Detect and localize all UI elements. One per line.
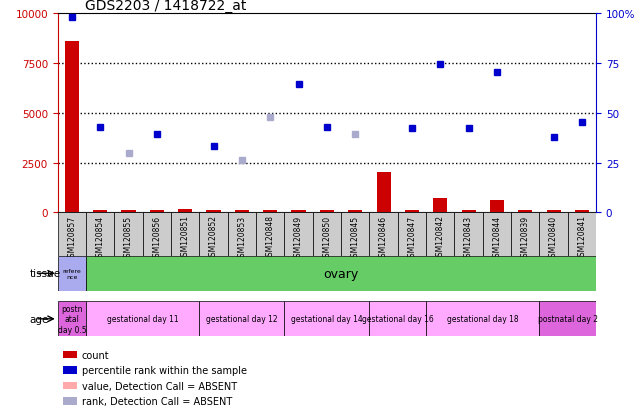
Bar [490,201,504,213]
Text: GSM120848: GSM120848 [266,215,275,261]
Bar [63,366,76,374]
Text: GSM120847: GSM120847 [408,215,417,261]
Bar [58,256,86,291]
Bar [398,213,426,256]
Bar [320,211,334,213]
Text: GSM120844: GSM120844 [492,215,501,261]
Bar [462,211,476,213]
Bar [143,213,171,256]
Bar [568,213,596,256]
Text: GSM120843: GSM120843 [464,215,473,261]
Text: GSM120855: GSM120855 [124,215,133,261]
Text: refere
nce: refere nce [62,268,81,279]
Bar [285,301,369,337]
Bar [150,211,164,213]
Bar [426,213,454,256]
Bar [114,213,143,256]
Bar [369,213,398,256]
Bar [426,301,540,337]
Bar [63,397,76,405]
Bar [256,213,285,256]
Text: GSM120841: GSM120841 [578,215,587,261]
Bar [121,211,136,213]
Bar [369,301,426,337]
Text: rank, Detection Call = ABSENT: rank, Detection Call = ABSENT [82,396,232,406]
Text: count: count [82,350,110,360]
Text: ovary: ovary [324,267,359,280]
Text: GSM120845: GSM120845 [351,215,360,261]
Bar [483,213,511,256]
Text: GSM120852: GSM120852 [209,215,218,261]
Text: postnatal day 2: postnatal day 2 [538,315,598,323]
Text: gestational day 18: gestational day 18 [447,315,519,323]
Text: GSM120846: GSM120846 [379,215,388,261]
Bar [540,213,568,256]
Text: gestational day 16: gestational day 16 [362,315,433,323]
Bar [65,42,79,213]
Text: GSM120854: GSM120854 [96,215,104,261]
Bar [86,301,199,337]
Bar [313,213,341,256]
Text: value, Detection Call = ABSENT: value, Detection Call = ABSENT [82,381,237,391]
Text: GSM120842: GSM120842 [436,215,445,261]
Bar [171,213,199,256]
Text: GSM120853: GSM120853 [237,215,246,261]
Text: GDS2203 / 1418722_at: GDS2203 / 1418722_at [85,0,246,14]
Text: age: age [29,314,49,324]
Bar [263,211,278,213]
Bar [63,382,76,389]
Text: gestational day 12: gestational day 12 [206,315,278,323]
Text: GSM120851: GSM120851 [181,215,190,261]
Bar [206,211,221,213]
Text: tissue: tissue [29,268,60,279]
Text: GSM120849: GSM120849 [294,215,303,261]
Text: GSM120840: GSM120840 [549,215,558,261]
Bar [341,213,369,256]
Bar [235,211,249,213]
Bar [63,351,76,358]
Text: gestational day 11: gestational day 11 [107,315,179,323]
Bar [199,301,285,337]
Text: GSM120839: GSM120839 [520,215,529,261]
Bar [58,301,86,337]
Bar [518,211,533,213]
Bar [433,199,447,213]
Bar [285,213,313,256]
Bar [547,211,561,213]
Text: GSM120856: GSM120856 [153,215,162,261]
Bar [575,211,589,213]
Bar [348,211,362,213]
Text: GSM120850: GSM120850 [322,215,331,261]
Bar [199,213,228,256]
Text: percentile rank within the sample: percentile rank within the sample [82,365,247,375]
Bar [454,213,483,256]
Bar [228,213,256,256]
Bar [86,213,114,256]
Bar [405,211,419,213]
Bar [292,211,306,213]
Bar [93,211,107,213]
Bar [376,173,390,213]
Text: GSM120857: GSM120857 [67,215,76,261]
Text: gestational day 14: gestational day 14 [291,315,363,323]
Bar [58,213,86,256]
Bar [540,301,596,337]
Text: postn
atal
day 0.5: postn atal day 0.5 [58,304,86,334]
Bar [178,209,192,213]
Bar [511,213,540,256]
